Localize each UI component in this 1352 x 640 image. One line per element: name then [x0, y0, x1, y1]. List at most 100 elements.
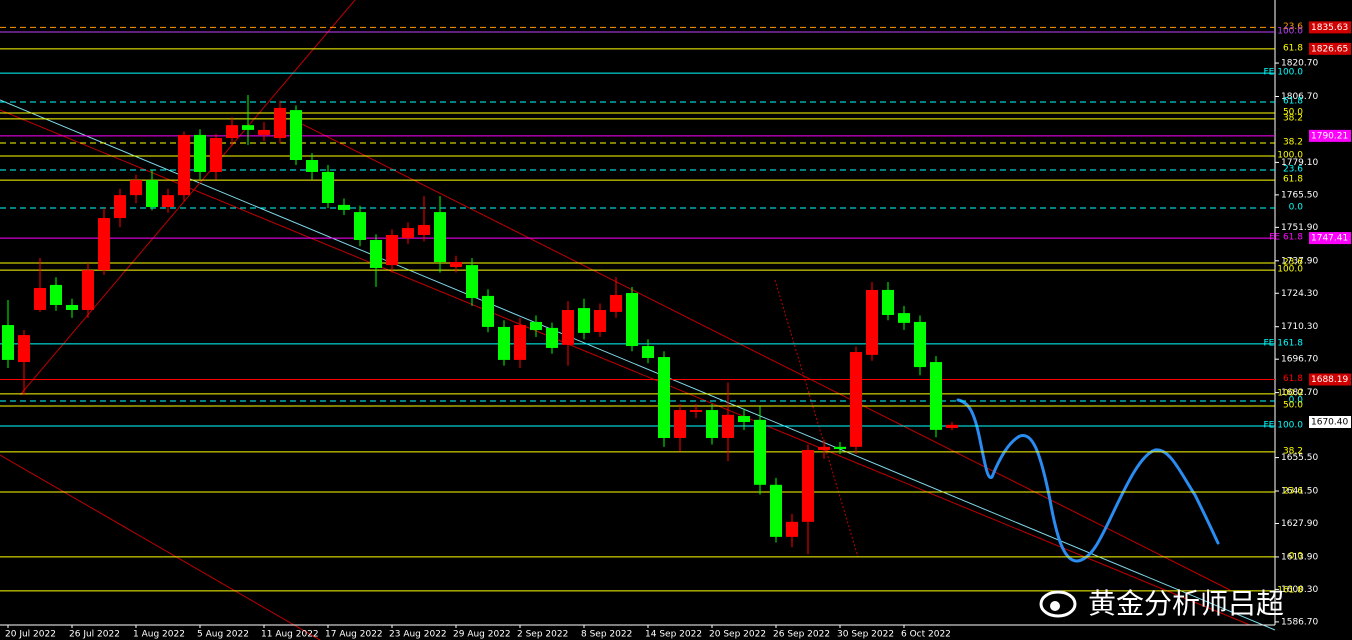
- level-label: 100.0: [1277, 388, 1303, 398]
- forecast-curve: [956, 398, 1220, 563]
- candle-body: [34, 288, 46, 310]
- level-label: 50.0: [1283, 400, 1303, 410]
- candle-body: [834, 446, 846, 449]
- y-tick-label: 1586.70: [1281, 617, 1318, 627]
- price-box: [1309, 232, 1351, 245]
- candle-body: [546, 327, 558, 348]
- price-box-label: 1688.19: [1311, 375, 1348, 385]
- level-label: 61.8: [1283, 374, 1303, 384]
- candle-body: [130, 180, 142, 196]
- candle-body: [258, 129, 270, 135]
- x-tick-label: 30 Sep 2022: [837, 630, 894, 640]
- y-tick-label: 1682.70: [1281, 388, 1318, 398]
- x-tick-label: 23 Aug 2022: [389, 630, 447, 640]
- level-label: 61.8: [1283, 96, 1303, 106]
- candle-body: [914, 321, 926, 368]
- candle-body: [306, 160, 318, 172]
- candle-body: [658, 357, 670, 439]
- candle-body: [146, 180, 158, 208]
- candle-body: [610, 294, 622, 312]
- level-label: 23.6: [1283, 22, 1303, 32]
- candle-body: [786, 521, 798, 537]
- watermark-text: 黄金分析师吕超: [1088, 587, 1284, 620]
- candle-body: [642, 346, 654, 358]
- y-tick-label: 1613.90: [1281, 552, 1318, 562]
- x-tick-label: 20 Sep 2022: [709, 630, 766, 640]
- candle-body: [50, 284, 62, 305]
- candle-body: [194, 134, 206, 172]
- level-label: 61.8: [1283, 175, 1303, 185]
- y-tick-label: 1724.30: [1281, 289, 1318, 299]
- candle-body: [290, 110, 302, 161]
- x-tick-label: 2 Sep 2022: [517, 630, 568, 640]
- x-tick-label: 8 Sep 2022: [581, 630, 632, 640]
- candle-body: [754, 419, 766, 485]
- candle-body: [690, 410, 702, 412]
- candle-body: [530, 321, 542, 331]
- level-label: 100.0: [1277, 27, 1303, 37]
- candle-body: [722, 414, 734, 439]
- x-tick-label: 6 Oct 2022: [901, 630, 951, 640]
- price-box-label: 1835.63: [1311, 23, 1348, 33]
- y-tick-label: 1820.70: [1281, 59, 1318, 69]
- candle-body: [802, 449, 814, 522]
- candle-body: [434, 212, 446, 262]
- level-label: FE 100.0: [1264, 68, 1304, 78]
- price-box: [1309, 42, 1351, 55]
- candle-body: [466, 265, 478, 299]
- level-label: FE 161.8: [1264, 338, 1304, 348]
- candle-body: [770, 484, 782, 537]
- y-tick-label: 1779.10: [1281, 158, 1318, 168]
- candle-body: [930, 362, 942, 430]
- candle-body: [818, 446, 830, 450]
- level-label: 0.0: [1289, 395, 1304, 405]
- y-tick-label: 1655.50: [1281, 453, 1318, 463]
- x-tick-label: 5 Aug 2022: [197, 630, 249, 640]
- candle-body: [386, 235, 398, 266]
- y-tick-label: 1710.30: [1281, 322, 1318, 332]
- y-tick-label: 1765.50: [1281, 190, 1318, 200]
- y-tick-label: 1751.90: [1281, 223, 1318, 233]
- candle-body: [578, 308, 590, 333]
- candle-body: [178, 134, 190, 196]
- y-tick-label: 1600.30: [1281, 585, 1318, 595]
- candle-body: [370, 240, 382, 268]
- level-label: 38.2: [1283, 138, 1303, 148]
- candle-body: [418, 224, 430, 236]
- candle-body: [322, 171, 334, 203]
- candle-body: [674, 410, 686, 439]
- level-label: 23.6: [1283, 486, 1303, 496]
- price-box-label: 1747.41: [1311, 234, 1348, 244]
- candle-body: [114, 195, 126, 219]
- current-price-box: [1309, 416, 1351, 429]
- candle-body: [18, 335, 30, 363]
- x-tick-label: 26 Jul 2022: [69, 630, 120, 640]
- candle-body: [850, 352, 862, 447]
- candle-body: [706, 410, 718, 439]
- level-label: FE 100.0: [1264, 421, 1304, 431]
- candle-body: [626, 293, 638, 347]
- watermark: 黄金分析师吕超: [1039, 587, 1284, 620]
- y-tick-label: 1806.70: [1281, 92, 1318, 102]
- current-price-label: 1670.40: [1311, 418, 1348, 428]
- candle-body: [162, 195, 174, 208]
- candle-body: [562, 309, 574, 345]
- candle-body: [66, 304, 78, 310]
- candle-body: [242, 125, 254, 130]
- candle-body: [482, 295, 494, 327]
- price-box-label: 1790.21: [1311, 131, 1348, 141]
- candle-body: [210, 138, 222, 172]
- level-label: 38.2: [1283, 446, 1303, 456]
- level-label: 100.0: [1277, 265, 1303, 275]
- candle-body: [2, 325, 14, 360]
- level-label: 50.0: [1283, 107, 1303, 117]
- level-label: FE 61.8: [1269, 233, 1303, 243]
- candle-body: [498, 326, 510, 360]
- candle-body: [338, 204, 350, 210]
- level-label: 0.0: [1289, 203, 1304, 213]
- level-label: 23.6: [1283, 165, 1303, 175]
- price-box: [1309, 373, 1351, 386]
- candle-body: [402, 228, 414, 239]
- candle-body: [450, 261, 462, 268]
